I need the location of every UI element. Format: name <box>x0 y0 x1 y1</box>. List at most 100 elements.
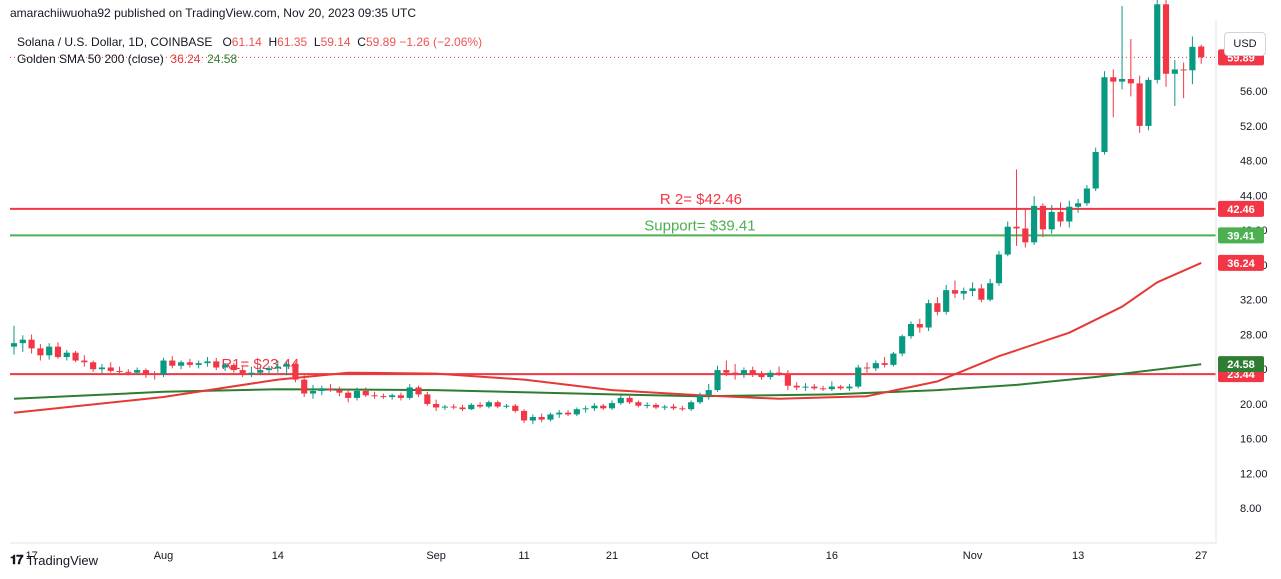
candle-body <box>107 367 114 371</box>
candle-body <box>98 367 106 370</box>
candle-body <box>46 346 53 356</box>
time-tick-label: 21 <box>606 550 618 562</box>
candle-body <box>1180 69 1187 71</box>
price-tick-label: 44.00 <box>1240 190 1268 202</box>
time-tick-label: Sep <box>426 550 446 562</box>
candle-body <box>635 402 642 406</box>
candle-body <box>424 394 431 404</box>
candle-body <box>204 361 211 364</box>
price-tick-label: 16.00 <box>1240 434 1268 446</box>
candle-body <box>1154 4 1161 80</box>
candle-body <box>520 410 528 421</box>
candle-body <box>960 291 967 294</box>
candle-body <box>1022 228 1029 243</box>
candle-body <box>907 324 915 337</box>
candle-body <box>1162 4 1170 74</box>
price-tick-label: 56.00 <box>1240 86 1268 98</box>
level-label: R1= $23.44 <box>221 356 299 373</box>
sma-lines <box>13 261 1202 414</box>
candle-body <box>916 324 923 328</box>
currency-button[interactable]: USD <box>1224 32 1266 56</box>
candle-body <box>433 403 440 408</box>
indicator-row: Golden SMA 50 200 (close) 36.24 24.58 <box>17 51 482 68</box>
candle-body <box>72 352 79 361</box>
price-tick-label: 32.00 <box>1240 295 1268 307</box>
price-tick-label: 8.00 <box>1240 503 1261 515</box>
ohlc-open: O61.14 <box>222 35 262 49</box>
candle-body <box>195 363 202 365</box>
time-axis: 17 Aug 14 Sep 11 21 Oct 16 Nov 13 27 <box>10 542 1216 562</box>
candle-body <box>582 408 589 410</box>
footer-brand-text: TradingView <box>26 552 99 568</box>
candle-body <box>863 367 871 369</box>
candle-body <box>345 392 352 398</box>
candle-body <box>1171 69 1178 74</box>
candle-body <box>63 352 70 358</box>
candle-body <box>327 388 334 391</box>
candle-body <box>1013 226 1020 229</box>
candle-body <box>19 339 26 344</box>
candle-body <box>371 395 378 397</box>
candle-body <box>1101 77 1108 152</box>
time-tick-label: 17 <box>25 550 37 562</box>
candle-body <box>608 403 616 409</box>
price-tick-label: 48.00 <box>1240 156 1268 168</box>
candle-body <box>1092 151 1099 189</box>
candle-body <box>221 364 229 368</box>
candle-body <box>776 372 783 374</box>
candle-body <box>1136 83 1143 126</box>
candle-body <box>995 254 1003 284</box>
candle-body <box>239 370 246 375</box>
candle-body <box>380 396 387 398</box>
sma-fast-value: 36.24 <box>170 52 201 66</box>
time-tick-label: 11 <box>518 550 529 562</box>
candle-body <box>670 406 677 409</box>
level-badge <box>1218 200 1264 217</box>
candle-body <box>591 405 598 409</box>
candle-body <box>1066 206 1073 222</box>
candle-body <box>661 406 668 408</box>
candle-body <box>943 290 950 312</box>
candle-body <box>450 406 457 408</box>
candle-body <box>538 417 545 420</box>
candle-body <box>1075 203 1082 207</box>
candle-body <box>1110 77 1117 82</box>
time-tick-label: 27 <box>1195 550 1207 562</box>
candle-body <box>828 386 835 390</box>
sma-slow-value: 24.58 <box>207 52 238 66</box>
candle-body <box>10 343 18 347</box>
candle-body <box>688 402 695 410</box>
candle-body <box>28 339 35 349</box>
ohlc-close: C59.89 <box>357 35 396 49</box>
candle-body <box>160 360 167 375</box>
candle-body <box>512 405 519 411</box>
price-axis: 8.0012.0016.0020.0024.0028.0032.0036.004… <box>1215 20 1268 543</box>
symbol-title[interactable]: Solana / U.S. Dollar, 1D, COINBASE <box>17 35 213 49</box>
candle-body <box>793 385 800 388</box>
level-badge <box>1218 227 1264 244</box>
candle-body <box>265 368 273 371</box>
footer-brand[interactable]: 𝟏𝟕 TradingView <box>10 552 98 568</box>
candle-body <box>1145 79 1152 126</box>
candle-body <box>890 353 897 365</box>
candle-body <box>644 404 651 406</box>
candle-body <box>740 370 747 375</box>
candle-body <box>503 405 510 407</box>
candle-body <box>336 390 343 393</box>
candle-body <box>283 364 290 367</box>
candle-body <box>1004 226 1011 255</box>
candle-body <box>213 361 220 368</box>
level-label: Support= $39.41 <box>644 217 755 234</box>
candle-body <box>1083 188 1090 204</box>
candle-body <box>274 366 281 369</box>
candle-body <box>309 390 317 394</box>
candle-body <box>749 370 756 375</box>
candle-body <box>477 404 484 407</box>
candle-body <box>652 404 660 408</box>
ohlc-low: L59.14 <box>313 35 351 49</box>
candle-body <box>819 388 827 390</box>
sma-fast-line <box>13 261 1202 414</box>
indicator-label[interactable]: Golden SMA 50 200 (close) <box>17 52 164 66</box>
